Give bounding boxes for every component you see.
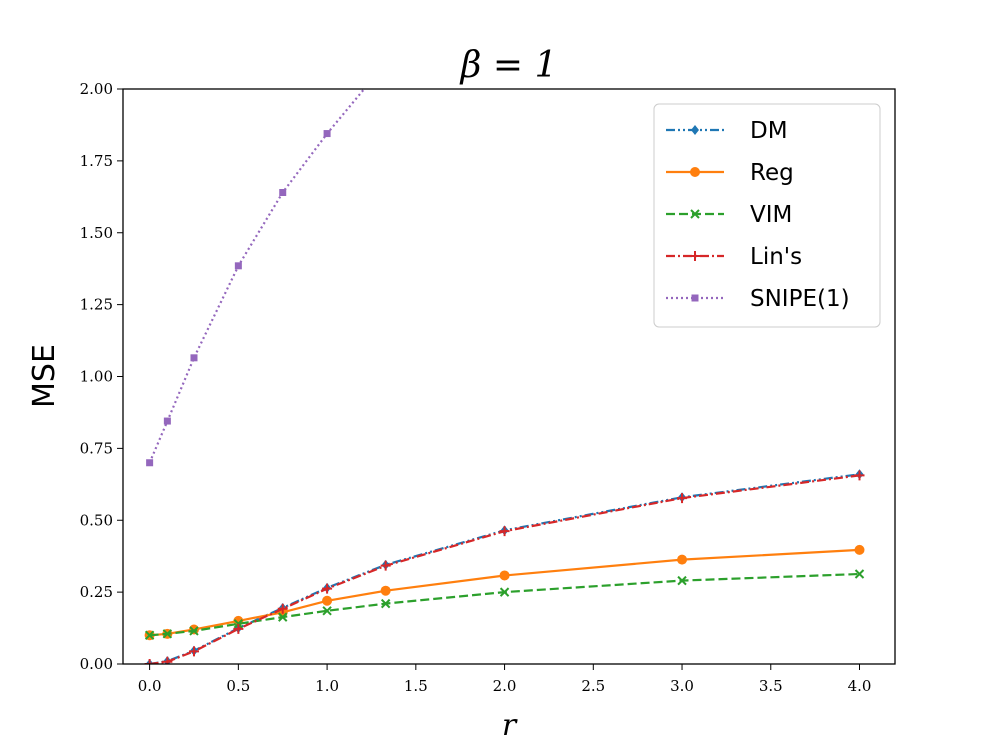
data-point-lin-s — [380, 560, 391, 571]
x-axis: 0.0 0.5 1.0 1.5 2.0 2.5 3.0 3.5 4.0 — [138, 664, 872, 695]
data-point-reg — [499, 570, 510, 581]
series-lin-s — [144, 470, 865, 664]
y-tick-label: 1.75 — [80, 152, 113, 170]
x-tick-label: 3.0 — [670, 677, 694, 695]
legend-marker — [690, 251, 700, 261]
series-vim — [144, 569, 865, 640]
data-point-lin-s — [322, 583, 333, 594]
data-point-vim — [144, 630, 155, 640]
series-dm — [145, 469, 864, 664]
legend-label: SNIPE(1) — [750, 286, 850, 312]
legend-item-snipe-1: SNIPE(1) — [666, 286, 850, 312]
legend-marker — [690, 167, 700, 177]
legend-label: Reg — [750, 160, 794, 186]
data-point-snipe-1 — [234, 262, 242, 270]
data-point-reg — [322, 595, 333, 606]
data-point-snipe-1 — [190, 354, 198, 362]
x-tick-label: 1.0 — [315, 677, 339, 695]
y-tick-label: 0.75 — [80, 439, 113, 457]
x-tick-label: 0.0 — [138, 677, 162, 695]
legend-marker — [690, 209, 700, 219]
legend-item-lin-s: Lin's — [666, 244, 802, 270]
data-point-vim — [854, 569, 865, 579]
legend-item-vim: VIM — [666, 202, 792, 228]
x-tick-label: 2.5 — [581, 677, 605, 695]
series-line-lin-s — [149, 474, 860, 664]
legend-marker — [691, 125, 699, 135]
legend-label: Lin's — [750, 244, 802, 270]
x-tick-label: 2.0 — [493, 677, 517, 695]
data-point-lin-s — [677, 493, 688, 504]
data-point-lin-s — [188, 646, 199, 657]
series-line-dm — [149, 473, 860, 664]
series-layer — [144, 60, 865, 664]
legend: DM Reg VIM Lin's SNIPE(1) — [653, 103, 881, 328]
y-tick-label: 0.00 — [80, 655, 113, 673]
x-axis-label: r — [502, 708, 518, 743]
legend-label: DM — [750, 118, 788, 144]
legend-label: VIM — [750, 202, 792, 228]
data-point-snipe-1 — [382, 60, 389, 67]
y-tick-label: 0.25 — [80, 583, 113, 601]
data-point-lin-s — [162, 656, 173, 664]
data-point-vim — [499, 587, 510, 597]
series-line-vim — [149, 572, 860, 637]
series-snipe-1 — [146, 60, 389, 467]
data-point-lin-s — [277, 603, 288, 614]
data-point-snipe-1 — [279, 189, 287, 196]
data-point-reg — [188, 624, 199, 635]
x-tick-label: 4.0 — [848, 677, 872, 695]
data-point-reg — [380, 585, 391, 596]
data-point-snipe-1 — [146, 459, 154, 467]
data-point-snipe-1 — [163, 417, 171, 425]
y-tick-label: 1.25 — [80, 296, 113, 314]
data-point-vim — [233, 619, 244, 629]
legend-item-reg: Reg — [666, 160, 794, 186]
data-point-lin-s — [233, 623, 244, 634]
chart-title: β = 1 — [459, 45, 558, 86]
x-tick-label: 0.5 — [226, 677, 250, 695]
series-line-snipe-1 — [148, 89, 366, 464]
data-point-lin-s — [499, 526, 510, 537]
data-point-vim — [189, 626, 199, 636]
data-point-vim — [162, 629, 173, 639]
x-tick-label: 3.5 — [759, 677, 783, 695]
data-point-vim — [278, 612, 288, 622]
y-tick-label: 0.50 — [80, 511, 113, 529]
y-tick-label: 1.50 — [80, 224, 113, 242]
data-point-lin-s — [144, 659, 155, 664]
data-point-reg — [854, 544, 865, 555]
data-point-vim — [380, 598, 391, 609]
data-point-vim — [322, 606, 332, 616]
x-tick-label: 1.5 — [404, 677, 428, 695]
data-point-reg — [677, 554, 688, 565]
y-tick-label: 2.00 — [80, 80, 113, 98]
legend-box — [653, 103, 881, 328]
data-point-vim — [677, 575, 687, 586]
legend-item-dm: DM — [666, 118, 788, 144]
data-point-snipe-1 — [323, 130, 331, 138]
data-point-lin-s — [854, 470, 865, 481]
y-tick-label: 1.00 — [80, 368, 113, 386]
y-axis-label: MSE — [27, 344, 62, 408]
legend-marker — [691, 294, 699, 302]
y-axis: 0.00 0.25 0.50 0.75 1.00 1.25 1.50 1.75 2.00 — [80, 80, 123, 673]
